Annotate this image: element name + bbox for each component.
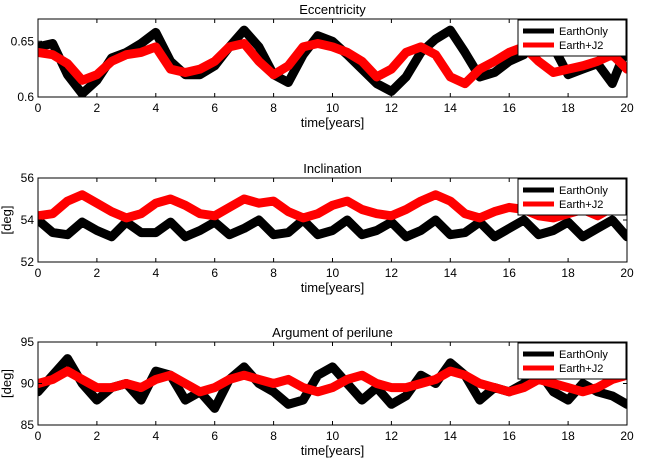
series-line-earth-only	[38, 215, 627, 242]
x-tick-label: 14	[444, 101, 458, 115]
x-tick-label: 4	[152, 101, 159, 115]
x-tick-label: 4	[152, 429, 159, 443]
x-tick-label: 6	[211, 429, 218, 443]
y-tick-label: 0.6	[17, 90, 34, 104]
x-axis-label: time[years]	[301, 280, 365, 295]
x-tick-label: 20	[620, 429, 634, 443]
x-tick-label: 8	[270, 266, 277, 280]
y-axis-label: [deg]	[0, 369, 14, 398]
y-tick-label: 0.65	[11, 34, 35, 48]
x-tick-label: 0	[35, 101, 42, 115]
x-tick-label: 10	[326, 101, 340, 115]
x-tick-label: 2	[94, 429, 101, 443]
x-axis-label: time[years]	[301, 115, 365, 130]
legend-entry: EarthOnly	[559, 26, 608, 38]
x-tick-label: 8	[270, 101, 277, 115]
x-tick-label: 0	[35, 266, 42, 280]
y-axis-label: [deg]	[0, 206, 14, 235]
series-line-earth-j2	[38, 366, 627, 397]
x-tick-label: 12	[385, 101, 399, 115]
legend: EarthOnly Earth+J2	[517, 178, 627, 216]
x-tick-label: 14	[444, 429, 458, 443]
x-tick-label: 2	[94, 101, 101, 115]
x-tick-label: 0	[35, 429, 42, 443]
chart-panel-3: Argument of perilune 0 2 4 6 8 10 12 14 16 18 20 85 9…	[0, 325, 634, 458]
x-tick-label: 16	[503, 429, 517, 443]
x-tick-label: 18	[561, 101, 575, 115]
x-tick-label: 20	[620, 101, 634, 115]
x-tick-label: 18	[561, 266, 575, 280]
legend-entry: EarthOnly	[559, 349, 608, 361]
legend: EarthOnly Earth+J2	[517, 19, 627, 57]
x-tick-label: 2	[94, 266, 101, 280]
y-tick-label: 52	[21, 255, 35, 269]
y-tick-label: 90	[21, 377, 35, 391]
legend-entry: EarthOnly	[559, 185, 608, 197]
chart-panel-1: Eccentricity 0 2 4 6 8 10 12 14 16 18 20 0.6 0.65 time…	[11, 2, 634, 130]
y-tick-label: 56	[21, 171, 35, 185]
x-tick-label: 16	[503, 101, 517, 115]
legend: EarthOnly Earth+J2	[517, 342, 627, 380]
y-tick-label: 85	[21, 418, 35, 432]
legend-box	[517, 342, 627, 380]
legend-entry: Earth+J2	[559, 40, 603, 52]
x-tick-label: 8	[270, 429, 277, 443]
chart-title: Eccentricity	[299, 2, 366, 17]
y-tick-label: 95	[21, 335, 35, 349]
x-tick-label: 6	[211, 266, 218, 280]
x-tick-label: 6	[211, 101, 218, 115]
x-tick-label: 4	[152, 266, 159, 280]
chart-title: Argument of perilune	[272, 325, 393, 340]
chart-panel-2: Inclination 0 2 4 6 8 10 12 14 16 18 20 52 54 56 time[y…	[0, 161, 634, 295]
x-tick-label: 12	[385, 266, 399, 280]
legend-box	[517, 178, 627, 216]
legend-entry: Earth+J2	[559, 363, 603, 375]
x-tick-label: 10	[326, 266, 340, 280]
x-tick-label: 10	[326, 429, 340, 443]
x-tick-label: 20	[620, 266, 634, 280]
x-tick-label: 16	[503, 266, 517, 280]
legend-box	[517, 19, 627, 57]
x-tick-label: 14	[444, 266, 458, 280]
legend-entry: Earth+J2	[559, 199, 603, 211]
x-axis-label: time[years]	[301, 443, 365, 458]
chart-title: Inclination	[303, 161, 362, 176]
x-tick-label: 12	[385, 429, 399, 443]
x-tick-label: 18	[561, 429, 575, 443]
y-tick-label: 54	[21, 213, 35, 227]
